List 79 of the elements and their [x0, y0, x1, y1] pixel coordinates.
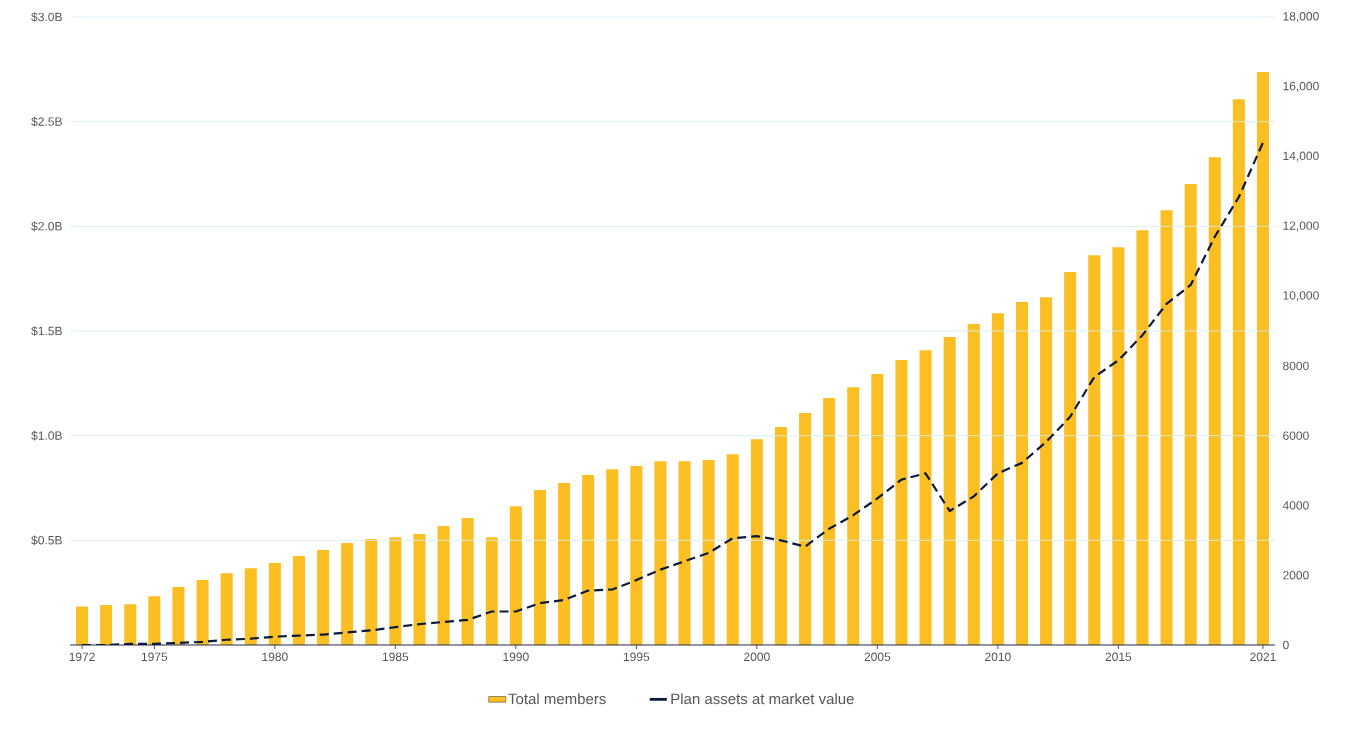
bar — [1208, 157, 1221, 645]
y2-tick-label: 0 — [1283, 640, 1289, 650]
y-tick-label: $2.5B — [31, 116, 62, 127]
y-tick-label: $2.0B — [31, 221, 62, 232]
bar — [630, 466, 643, 645]
bar — [654, 461, 667, 645]
y2-tick-label: 16,000 — [1283, 81, 1319, 92]
y2-tick-label: 2000 — [1283, 570, 1309, 580]
bar — [726, 454, 739, 645]
x-tick-label: 1972 — [69, 652, 95, 662]
x-tick-label: 2010 — [985, 652, 1011, 662]
y-tick-label: $1.0B — [31, 430, 62, 441]
bar — [1064, 272, 1077, 645]
bar — [1160, 210, 1173, 645]
bar — [485, 537, 498, 645]
x-tick-label: 1990 — [503, 652, 529, 662]
bar — [702, 460, 715, 645]
bar — [991, 313, 1004, 645]
bar — [871, 373, 884, 645]
bar — [76, 606, 89, 645]
y-tick-label: $0.5B — [31, 535, 62, 546]
x-tick-label: 1975 — [141, 652, 168, 662]
bar — [823, 397, 836, 645]
bar — [1136, 230, 1149, 645]
bar — [774, 426, 787, 645]
bar — [1112, 247, 1125, 645]
bar — [317, 550, 330, 645]
bar — [292, 556, 305, 645]
bar — [967, 324, 980, 645]
bar — [533, 490, 546, 645]
bar — [268, 563, 281, 645]
x-tick-label: 1995 — [623, 652, 650, 662]
bar — [582, 475, 595, 645]
bar — [172, 587, 185, 645]
bar — [895, 359, 908, 645]
bar — [1040, 297, 1053, 645]
bar — [919, 350, 932, 645]
x-tick-label: 1980 — [262, 652, 288, 662]
bar — [413, 534, 426, 645]
y2-tick-label: 18,000 — [1283, 12, 1319, 22]
bar — [750, 439, 763, 645]
y2-tick-label: 6000 — [1283, 431, 1309, 440]
x-tick-label: 2015 — [1105, 652, 1132, 662]
bar — [389, 537, 402, 645]
bar — [678, 461, 691, 645]
x-tick-label: 2005 — [864, 652, 891, 662]
y2-tick-label: 4000 — [1282, 501, 1309, 510]
bar — [1256, 72, 1269, 645]
bar — [606, 469, 619, 645]
bar — [220, 573, 233, 645]
bar — [341, 543, 354, 645]
bar — [558, 483, 571, 645]
y-tick-label: $3.0B — [31, 12, 62, 22]
y2-tick-label: 8000 — [1283, 361, 1309, 371]
legend-label: Plan assets at market value — [671, 693, 854, 705]
bar — [1015, 302, 1028, 645]
x-tick-label: 2021 — [1250, 652, 1276, 662]
bar — [100, 604, 113, 645]
bar — [244, 568, 257, 645]
bar — [943, 336, 956, 645]
bar — [437, 526, 450, 645]
y2-tick-label: 14,000 — [1283, 151, 1319, 162]
y2-tick-label: 12,000 — [1283, 221, 1319, 232]
y2-tick-label: 10,000 — [1283, 291, 1319, 302]
bar — [196, 580, 209, 645]
x-tick-label: 2000 — [744, 652, 770, 662]
bar — [1088, 255, 1101, 645]
bar — [1232, 99, 1245, 645]
bar — [1184, 184, 1197, 645]
legend-label: Total members — [508, 693, 606, 705]
bar — [461, 518, 474, 645]
bar — [365, 538, 378, 645]
bar — [509, 506, 522, 645]
bar — [799, 412, 812, 645]
y-tick-label: $1.5B — [31, 326, 62, 336]
bar — [124, 604, 137, 645]
bar — [847, 387, 860, 645]
bar — [148, 596, 161, 645]
x-tick-label: 1985 — [382, 652, 409, 662]
